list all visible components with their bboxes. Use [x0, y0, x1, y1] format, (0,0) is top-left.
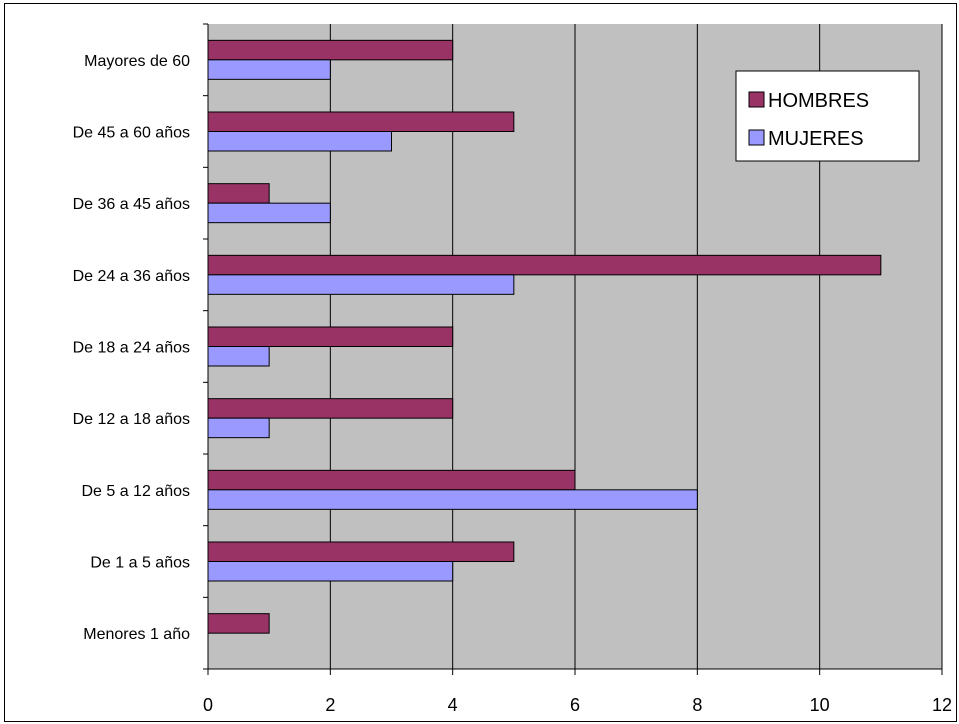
bar-hombres	[207, 39, 454, 61]
bar-hombres	[207, 613, 270, 634]
x-tick-label: 12	[932, 695, 952, 715]
bars	[207, 39, 882, 634]
legend-swatch-hombres	[748, 91, 765, 108]
category-label: Mayores de 60	[84, 53, 190, 70]
category-label: De 36 a 45 años	[73, 196, 190, 213]
bar-hombres	[207, 326, 454, 347]
bar-hombres	[207, 398, 454, 419]
bar-hombres	[207, 469, 576, 491]
legend-box	[735, 70, 920, 162]
x-axis-ticks	[207, 669, 943, 675]
legend-label: HOMBRES	[768, 90, 869, 112]
x-tick-label: 2	[325, 695, 335, 715]
category-label: De 45 a 60 años	[73, 125, 190, 142]
y-axis-ticks	[203, 23, 208, 670]
x-tick-labels: 0 2 4 6 8 10 12	[203, 695, 952, 715]
bar-mujeres	[207, 274, 515, 295]
bar-mujeres	[207, 131, 392, 152]
bar-mujeres	[207, 489, 698, 510]
bar-mujeres	[207, 59, 331, 80]
bar-hombres	[207, 541, 515, 562]
x-tick-label: 0	[203, 695, 213, 715]
bar-hombres	[207, 254, 882, 276]
bar-mujeres	[207, 417, 270, 439]
category-label: De 18 a 24 años	[73, 340, 190, 357]
x-tick-label: 4	[448, 695, 458, 715]
x-tick-label: 8	[692, 695, 702, 715]
x-tick-label: 6	[570, 695, 580, 715]
legend-swatch-mujeres	[748, 129, 765, 146]
category-label: Menores 1 año	[83, 626, 190, 643]
category-label: De 5 a 12 años	[81, 483, 190, 500]
legend: HOMBRES MUJERES	[735, 70, 920, 162]
category-label: De 1 a 5 años	[90, 555, 190, 572]
category-labels: Menores 1 año De 1 a 5 años De 5 a 12 años…	[73, 53, 191, 643]
x-tick-label: 10	[810, 695, 830, 715]
category-label: De 12 a 18 años	[73, 411, 190, 428]
category-label: De 24 a 36 años	[73, 268, 190, 285]
bar-mujeres	[207, 561, 454, 582]
bar-hombres	[207, 111, 515, 132]
bar-hombres	[207, 183, 270, 204]
bar-mujeres	[207, 202, 331, 224]
bar-mujeres	[207, 346, 270, 367]
legend-label: MUJERES	[768, 128, 864, 150]
